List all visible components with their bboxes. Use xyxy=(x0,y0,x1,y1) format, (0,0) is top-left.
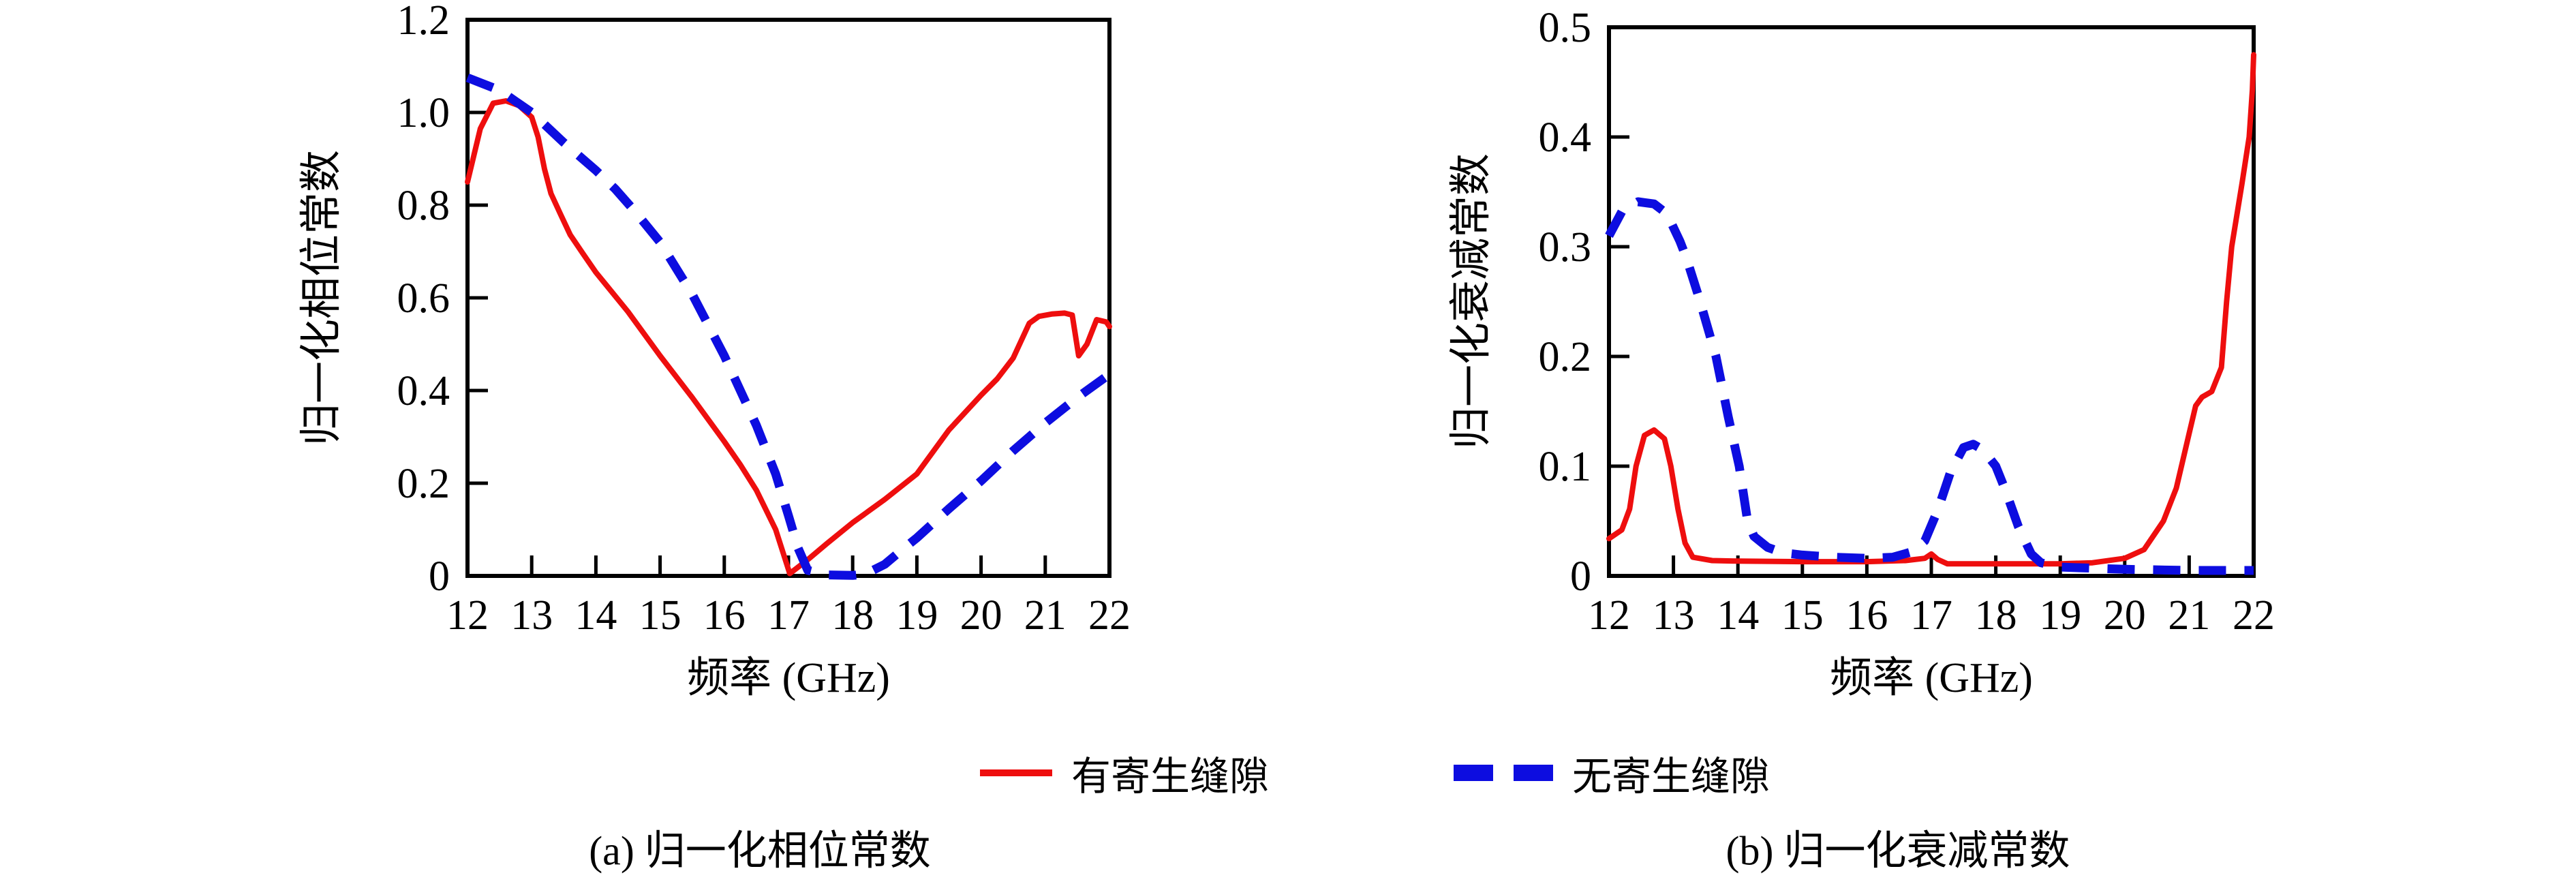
x-tick-label: 14 xyxy=(574,592,617,639)
x-tick-label: 20 xyxy=(2104,592,2146,639)
dashed-line-swatch xyxy=(1454,765,1554,781)
curve-with-slot xyxy=(465,98,1112,577)
x-tick-label: 12 xyxy=(446,592,489,639)
y-tick-label: 0.5 xyxy=(1539,5,1592,51)
legend-item-with-slot: 有寄生缝隙 xyxy=(980,744,1269,801)
caption-b: (b) 归一化衰减常数 xyxy=(1726,828,2070,874)
x-tick-label: 16 xyxy=(703,592,746,639)
curve-without-slot xyxy=(465,73,1112,580)
legend: 有寄生缝隙 无寄生缝隙 xyxy=(980,744,1770,801)
y-tick-label: 0.2 xyxy=(1539,334,1592,380)
x-tick-label: 15 xyxy=(1781,592,1824,639)
x-tick-label: 21 xyxy=(1024,592,1067,639)
y-tick-label: 0.4 xyxy=(1539,114,1592,161)
legend-item-without-slot: 无寄生缝隙 xyxy=(1454,744,1770,801)
x-tick-label: 18 xyxy=(831,592,874,639)
y-tick-label: 0 xyxy=(1570,553,1591,600)
x-tick-label: 18 xyxy=(1975,592,2017,639)
x-tick-label: 20 xyxy=(960,592,1002,639)
x-axis-title-left: 频率 (GHz) xyxy=(687,655,890,701)
x-tick-label: 16 xyxy=(1845,592,1888,639)
x-tick-label: 14 xyxy=(1717,592,1759,639)
y-tick-label: 0.2 xyxy=(397,461,450,507)
x-tick-label: 12 xyxy=(1588,592,1630,639)
solid-line-swatch xyxy=(980,769,1052,776)
caption-a: (a) 归一化相位常数 xyxy=(589,828,931,874)
x-tick-label: 19 xyxy=(2039,592,2081,639)
x-tick-label: 22 xyxy=(2233,592,2275,639)
plot-frame xyxy=(1607,25,2256,578)
x-tick-label: 13 xyxy=(1653,592,1695,639)
x-tick-label: 22 xyxy=(1088,592,1131,639)
x-axis-title-right: 频率 (GHz) xyxy=(1830,655,2033,701)
y-tick-label: 0.4 xyxy=(397,368,450,414)
y-axis-title-attenuation: 归一化衰减常数 xyxy=(1448,153,1494,450)
legend-spacer xyxy=(1288,773,1435,774)
y-tick-label: 0.3 xyxy=(1539,224,1592,271)
y-tick-label: 1.0 xyxy=(397,90,450,136)
x-tick-label: 17 xyxy=(1910,592,1952,639)
x-tick-label: 19 xyxy=(895,592,938,639)
y-tick-label: 0.1 xyxy=(1539,444,1592,490)
x-tick-label: 15 xyxy=(639,592,681,639)
x-tick-label: 17 xyxy=(767,592,810,639)
legend-label-with-slot: 有寄生缝隙 xyxy=(1071,754,1270,799)
curve-without-slot xyxy=(1605,197,2254,575)
y-tick-label: 0 xyxy=(429,553,450,600)
legend-label-without-slot: 无寄生缝隙 xyxy=(1572,754,1770,799)
y-tick-label: 0.6 xyxy=(397,275,450,322)
curve-with-slot xyxy=(1606,52,2256,567)
y-axis-title-phase: 归一化相位常数 xyxy=(298,149,345,446)
y-tick-label: 1.2 xyxy=(397,0,450,44)
x-tick-label: 13 xyxy=(510,592,553,639)
charts-canvas: 12 13 14 15 16 17 18 19 20 21 22 0 0.2 0.4 0.6 0.8 1.0 1.… xyxy=(397,0,2275,639)
plot-frame xyxy=(465,18,1111,578)
y-tick-label: 0.8 xyxy=(397,183,450,229)
x-tick-label: 21 xyxy=(2168,592,2210,639)
